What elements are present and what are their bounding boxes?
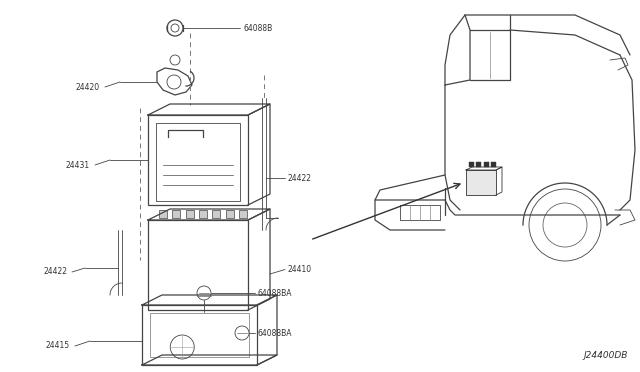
Text: 24420: 24420 <box>76 83 100 92</box>
Bar <box>159 210 167 218</box>
Text: 64088B: 64088B <box>243 23 272 32</box>
Bar <box>212 210 220 218</box>
Bar <box>156 123 240 201</box>
Bar <box>199 210 207 218</box>
Text: 24415: 24415 <box>46 341 70 350</box>
Bar <box>491 162 496 167</box>
Bar <box>142 305 257 365</box>
Bar <box>469 162 474 167</box>
Bar <box>476 162 481 167</box>
Bar <box>186 210 194 218</box>
Bar <box>148 220 248 310</box>
Text: 64088BA: 64088BA <box>258 328 292 337</box>
Bar <box>484 162 489 167</box>
Text: 24422: 24422 <box>44 267 68 276</box>
Bar <box>150 313 249 357</box>
Bar <box>226 210 234 218</box>
Text: 64088BA: 64088BA <box>258 289 292 298</box>
Text: 24431: 24431 <box>66 160 90 170</box>
Text: 24410: 24410 <box>288 265 312 274</box>
Bar <box>148 115 248 205</box>
Bar <box>466 170 496 195</box>
Text: 24422: 24422 <box>288 173 312 183</box>
Bar <box>172 210 180 218</box>
Text: J24400DB: J24400DB <box>584 351 628 360</box>
Bar <box>239 210 247 218</box>
